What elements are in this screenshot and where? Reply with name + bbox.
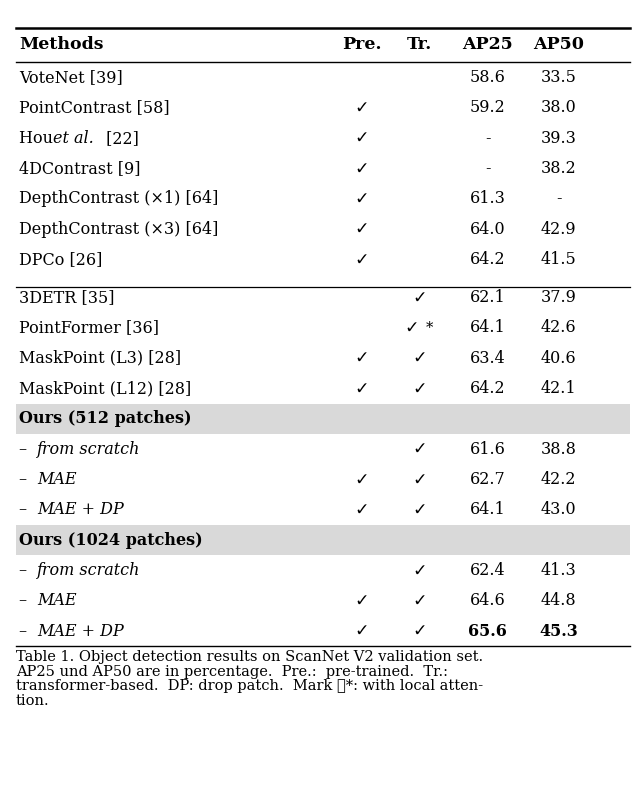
Text: 65.6: 65.6 bbox=[468, 623, 507, 640]
Text: *: * bbox=[426, 321, 433, 335]
Text: 64.0: 64.0 bbox=[470, 221, 506, 238]
Text: ✓: ✓ bbox=[355, 380, 369, 398]
Text: from scratch: from scratch bbox=[37, 440, 141, 458]
Text: 64.2: 64.2 bbox=[470, 251, 506, 268]
Text: 42.1: 42.1 bbox=[541, 380, 577, 397]
Text: 63.4: 63.4 bbox=[470, 350, 506, 366]
Text: ✓: ✓ bbox=[355, 251, 369, 269]
Text: 59.2: 59.2 bbox=[470, 99, 506, 117]
Text: 64.1: 64.1 bbox=[470, 501, 506, 519]
Text: Pre.: Pre. bbox=[342, 35, 381, 53]
Text: ✓: ✓ bbox=[355, 623, 369, 641]
Text: AP25: AP25 bbox=[462, 35, 513, 53]
Text: Hou: Hou bbox=[19, 130, 58, 147]
Text: 44.8: 44.8 bbox=[541, 593, 577, 609]
Text: MAE: MAE bbox=[37, 471, 77, 488]
Text: ✓: ✓ bbox=[355, 349, 369, 367]
Text: 42.9: 42.9 bbox=[541, 221, 577, 238]
Text: DepthContrast (×3) [64]: DepthContrast (×3) [64] bbox=[19, 221, 219, 238]
Text: [22]: [22] bbox=[101, 130, 139, 147]
Text: ✓: ✓ bbox=[355, 99, 369, 117]
Text: 33.5: 33.5 bbox=[541, 69, 577, 86]
Text: ✓: ✓ bbox=[412, 349, 426, 367]
Text: MaskPoint (L12) [28]: MaskPoint (L12) [28] bbox=[19, 380, 191, 397]
Text: 62.1: 62.1 bbox=[470, 289, 506, 306]
Text: 39.3: 39.3 bbox=[541, 130, 577, 147]
Text: ✓: ✓ bbox=[412, 440, 426, 459]
Text: ✓: ✓ bbox=[412, 592, 426, 610]
Text: 4DContrast [9]: 4DContrast [9] bbox=[19, 160, 141, 177]
Text: 42.2: 42.2 bbox=[541, 471, 577, 488]
Text: ✓: ✓ bbox=[355, 160, 369, 177]
Text: Table 1. Object detection results on ScanNet V2 validation set.: Table 1. Object detection results on Sca… bbox=[16, 650, 483, 664]
Text: 41.5: 41.5 bbox=[541, 251, 577, 268]
Text: 64.1: 64.1 bbox=[470, 319, 506, 336]
Text: –: – bbox=[19, 501, 33, 519]
Text: 43.0: 43.0 bbox=[541, 501, 577, 519]
Text: MAE + DP: MAE + DP bbox=[37, 623, 124, 640]
Text: from scratch: from scratch bbox=[37, 562, 141, 579]
Text: ✓: ✓ bbox=[412, 470, 426, 489]
Text: ✓: ✓ bbox=[412, 623, 426, 641]
Text: 41.3: 41.3 bbox=[541, 562, 577, 579]
Text: -: - bbox=[485, 130, 490, 147]
Text: PointFormer [36]: PointFormer [36] bbox=[19, 319, 159, 336]
Bar bbox=[16, 525, 630, 556]
Text: et al.: et al. bbox=[53, 130, 94, 147]
Text: 64.2: 64.2 bbox=[470, 380, 506, 397]
Text: Ours (512 patches): Ours (512 patches) bbox=[19, 411, 192, 427]
Text: 38.0: 38.0 bbox=[541, 99, 577, 117]
Text: 58.6: 58.6 bbox=[470, 69, 506, 86]
Text: 62.7: 62.7 bbox=[470, 471, 506, 488]
Text: -: - bbox=[556, 191, 561, 207]
Text: –: – bbox=[19, 593, 33, 609]
Text: DepthContrast (×1) [64]: DepthContrast (×1) [64] bbox=[19, 191, 219, 207]
Text: 61.6: 61.6 bbox=[470, 440, 506, 458]
Text: ✓: ✓ bbox=[355, 190, 369, 208]
Text: tion.: tion. bbox=[16, 694, 50, 708]
Text: 3DETR [35]: 3DETR [35] bbox=[19, 289, 115, 306]
Text: –: – bbox=[19, 562, 33, 579]
Bar bbox=[16, 403, 630, 434]
Text: ✓: ✓ bbox=[355, 221, 369, 238]
Text: MAE + DP: MAE + DP bbox=[37, 501, 124, 519]
Text: transformer-based.  DP: drop patch.  Mark ✓*: with local atten-: transformer-based. DP: drop patch. Mark … bbox=[16, 679, 483, 693]
Text: 38.2: 38.2 bbox=[541, 160, 577, 177]
Text: MAE: MAE bbox=[37, 593, 77, 609]
Text: Ours (1024 patches): Ours (1024 patches) bbox=[19, 532, 203, 548]
Text: 61.3: 61.3 bbox=[470, 191, 506, 207]
Text: PointContrast [58]: PointContrast [58] bbox=[19, 99, 170, 117]
Text: ✓: ✓ bbox=[412, 501, 426, 519]
Text: ✓: ✓ bbox=[355, 592, 369, 610]
Text: 40.6: 40.6 bbox=[541, 350, 577, 366]
Text: ✓: ✓ bbox=[355, 129, 369, 147]
Text: ✓: ✓ bbox=[404, 319, 419, 337]
Text: 42.6: 42.6 bbox=[541, 319, 577, 336]
Text: Tr.: Tr. bbox=[406, 35, 432, 53]
Text: –: – bbox=[19, 623, 33, 640]
Text: AP50: AP50 bbox=[533, 35, 584, 53]
Text: AP25 und AP50 are in percentage.  Pre.:  pre-trained.  Tr.:: AP25 und AP50 are in percentage. Pre.: p… bbox=[16, 665, 448, 679]
Text: 45.3: 45.3 bbox=[540, 623, 578, 640]
Text: Methods: Methods bbox=[19, 35, 104, 53]
Text: DPCo [26]: DPCo [26] bbox=[19, 251, 102, 268]
Text: 37.9: 37.9 bbox=[541, 289, 577, 306]
Text: ✓: ✓ bbox=[412, 562, 426, 580]
Text: 62.4: 62.4 bbox=[470, 562, 506, 579]
Text: ✓: ✓ bbox=[355, 501, 369, 519]
Text: 38.8: 38.8 bbox=[541, 440, 577, 458]
Text: ✓: ✓ bbox=[412, 288, 426, 307]
Text: –: – bbox=[19, 440, 33, 458]
Text: VoteNet [39]: VoteNet [39] bbox=[19, 69, 123, 86]
Text: ✓: ✓ bbox=[355, 470, 369, 489]
Text: MaskPoint (L3) [28]: MaskPoint (L3) [28] bbox=[19, 350, 181, 366]
Text: -: - bbox=[485, 160, 490, 177]
Text: –: – bbox=[19, 471, 33, 488]
Text: ✓: ✓ bbox=[412, 380, 426, 398]
Text: 64.6: 64.6 bbox=[470, 593, 506, 609]
